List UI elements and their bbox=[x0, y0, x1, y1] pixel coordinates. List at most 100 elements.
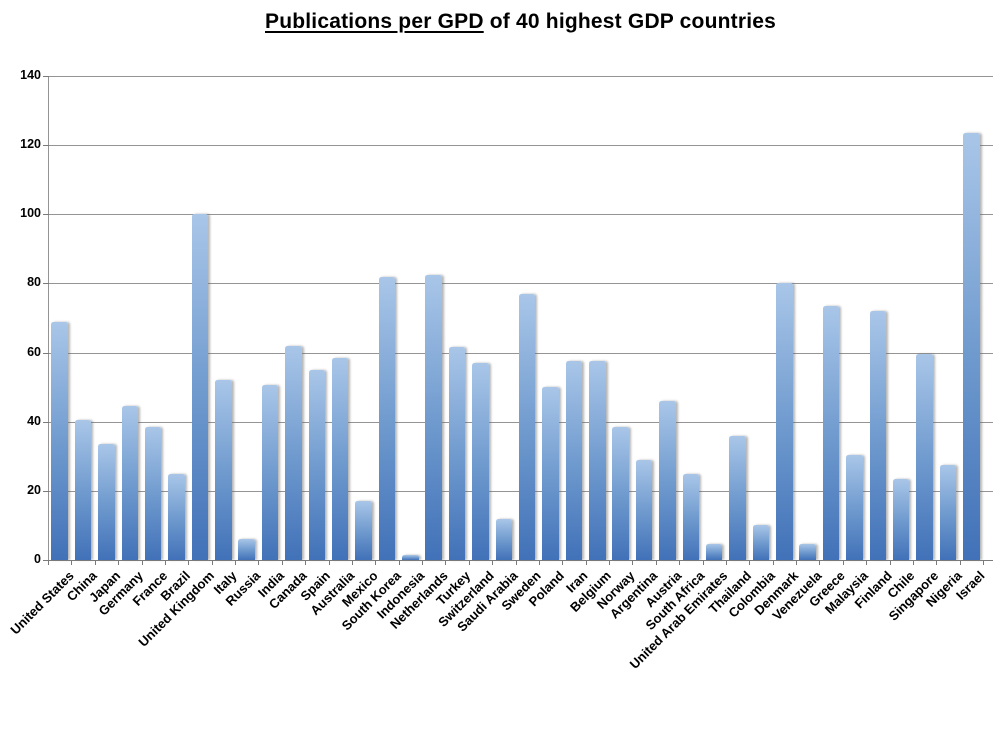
bar-singapore bbox=[916, 354, 933, 560]
x-axis-tick-37 bbox=[912, 560, 914, 565]
bar-spain bbox=[308, 369, 326, 560]
x-axis-tick-1 bbox=[71, 560, 73, 565]
x-axis-tick-4 bbox=[141, 560, 143, 565]
x-axis-tick-29 bbox=[725, 560, 727, 565]
bar-finland bbox=[869, 311, 887, 560]
x-axis-tick-16 bbox=[422, 560, 423, 565]
plot-area bbox=[48, 76, 993, 560]
bar-turkey bbox=[448, 347, 466, 560]
bar-italy bbox=[215, 380, 232, 560]
x-axis-tick-0 bbox=[48, 560, 49, 565]
bar-sweden bbox=[518, 293, 536, 560]
y-tick-label-120: 120 bbox=[20, 137, 41, 152]
bar-venezuela bbox=[799, 544, 816, 560]
x-axis-tick-31 bbox=[772, 560, 774, 565]
x-axis-tick-13 bbox=[351, 560, 353, 565]
x-axis-tick-11 bbox=[305, 560, 307, 565]
x-axis-tick-5 bbox=[164, 560, 166, 565]
chart-title: Publications per GPD of 40 highest GDP c… bbox=[48, 10, 993, 34]
y-tick-label-40: 40 bbox=[27, 413, 41, 428]
x-axis-tick-38 bbox=[936, 560, 938, 565]
x-axis-tick-27 bbox=[679, 560, 681, 565]
y-axis-tick-120 bbox=[43, 145, 49, 147]
x-axis-tick-end bbox=[983, 560, 984, 565]
y-tick-label-0: 0 bbox=[34, 552, 41, 566]
x-axis-tick-17 bbox=[445, 560, 447, 565]
bar-united-kingdom bbox=[191, 214, 209, 560]
y-axis-line bbox=[48, 76, 49, 565]
x-axis-tick-7 bbox=[211, 560, 213, 565]
x-axis-tick-2 bbox=[94, 560, 96, 565]
bar-greece bbox=[822, 305, 840, 560]
x-axis-tick-21 bbox=[538, 560, 540, 565]
bar-malaysia bbox=[846, 454, 863, 560]
x-axis-tick-14 bbox=[375, 560, 377, 565]
bar-russia bbox=[238, 539, 255, 560]
bar-austria bbox=[659, 401, 676, 560]
bar-nigeria bbox=[939, 464, 957, 560]
bar-thailand bbox=[729, 435, 746, 560]
x-axis-tick-12 bbox=[328, 560, 330, 565]
bar-south-korea bbox=[378, 276, 396, 560]
bar-south-africa bbox=[682, 473, 700, 560]
y-tick-label-20: 20 bbox=[27, 482, 41, 497]
x-axis-tick-20 bbox=[515, 560, 517, 565]
bar-germany bbox=[121, 406, 139, 560]
x-axis-tick-8 bbox=[235, 560, 236, 565]
gridline-80 bbox=[48, 283, 993, 285]
y-axis-tick-20 bbox=[43, 490, 49, 492]
chart-title-rest: of 40 highest GDP countries bbox=[483, 10, 776, 33]
x-axis-tick-33 bbox=[819, 560, 821, 565]
x-axis-tick-25 bbox=[632, 560, 634, 565]
x-axis-tick-28 bbox=[702, 560, 704, 565]
y-axis-tick-40 bbox=[43, 421, 49, 423]
bar-india bbox=[261, 385, 279, 560]
bar-canada bbox=[285, 345, 302, 560]
x-axis-tick-18 bbox=[468, 560, 470, 565]
x-axis-tick-24 bbox=[609, 560, 610, 565]
x-axis-line bbox=[48, 560, 993, 561]
y-tick-label-80: 80 bbox=[27, 275, 41, 290]
x-axis-tick-3 bbox=[118, 560, 120, 565]
chart-title-underlined: Publications per GPD bbox=[265, 10, 484, 33]
bar-switzerland bbox=[472, 362, 489, 560]
bar-denmark bbox=[776, 283, 793, 560]
y-tick-label-60: 60 bbox=[27, 344, 41, 359]
gridline-120 bbox=[48, 145, 993, 147]
bar-japan bbox=[98, 444, 115, 560]
gridline-100 bbox=[48, 214, 993, 216]
bar-israel bbox=[963, 133, 980, 560]
x-axis-tick-32 bbox=[796, 560, 797, 565]
bar-belgium bbox=[589, 361, 606, 560]
bar-united-states bbox=[51, 321, 68, 560]
y-axis-tick-100 bbox=[43, 214, 49, 216]
x-axis-tick-23 bbox=[585, 560, 587, 565]
bar-united-arab-emirates bbox=[705, 544, 723, 560]
x-axis-tick-10 bbox=[281, 560, 283, 565]
y-axis-tick-0 bbox=[43, 560, 49, 561]
bar-australia bbox=[331, 357, 349, 560]
bar-brazil bbox=[168, 473, 185, 560]
bar-norway bbox=[612, 426, 629, 560]
bar-mexico bbox=[355, 501, 372, 560]
x-axis-tick-39 bbox=[959, 560, 961, 565]
x-axis-tick-22 bbox=[562, 560, 564, 565]
y-axis-tick-60 bbox=[43, 352, 49, 354]
x-axis-tick-9 bbox=[258, 560, 260, 565]
bar-indonesia bbox=[402, 554, 419, 560]
bar-iran bbox=[565, 361, 583, 560]
x-axis-tick-34 bbox=[842, 560, 844, 565]
bar-colombia bbox=[752, 525, 770, 560]
bar-poland bbox=[542, 387, 559, 560]
y-tick-label-100: 100 bbox=[20, 206, 41, 221]
x-axis-tick-19 bbox=[492, 560, 494, 565]
bar-chile bbox=[892, 478, 910, 560]
bar-saudi-arabia bbox=[495, 518, 513, 560]
bar-france bbox=[144, 426, 162, 560]
bar-netherlands bbox=[425, 274, 442, 560]
y-axis-tick-80 bbox=[43, 283, 49, 285]
x-axis-tick-6 bbox=[188, 560, 190, 565]
y-axis-tick-140 bbox=[43, 76, 49, 77]
x-axis-tick-36 bbox=[889, 560, 891, 565]
